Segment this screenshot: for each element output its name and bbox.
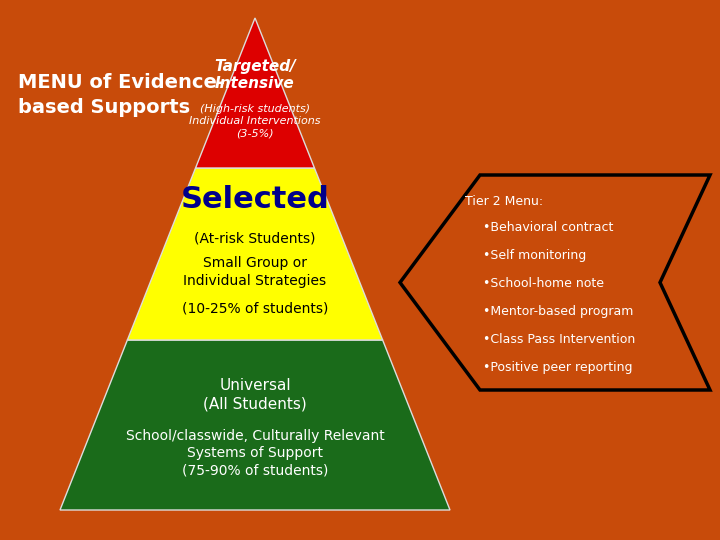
Text: MENU of Evidence-
based Supports: MENU of Evidence- based Supports [18,73,225,117]
Text: •Self monitoring: •Self monitoring [483,249,586,262]
Text: (10-25% of students): (10-25% of students) [182,302,328,316]
Text: •Mentor-based program: •Mentor-based program [483,305,634,318]
Polygon shape [196,18,315,168]
Text: Universal
(All Students): Universal (All Students) [203,378,307,412]
Text: Targeted/
Intensive: Targeted/ Intensive [214,59,296,91]
Polygon shape [127,168,382,340]
Text: Small Group or
Individual Strategies: Small Group or Individual Strategies [184,256,327,288]
Text: •Positive peer reporting: •Positive peer reporting [483,361,632,374]
Polygon shape [400,175,710,390]
Text: •School-home note: •School-home note [483,277,604,290]
Polygon shape [60,340,450,510]
Text: Selected: Selected [181,185,329,213]
Text: (High-risk students)
Individual Interventions
(3-5%): (High-risk students) Individual Interven… [189,104,320,138]
Text: •Class Pass Intervention: •Class Pass Intervention [483,333,635,346]
Text: •Behavioral contract: •Behavioral contract [483,221,613,234]
Text: Tier 2 Menu:: Tier 2 Menu: [465,195,543,208]
Text: (At-risk Students): (At-risk Students) [194,232,316,246]
Text: School/classwide, Culturally Relevant
Systems of Support
(75-90% of students): School/classwide, Culturally Relevant Sy… [125,429,384,477]
